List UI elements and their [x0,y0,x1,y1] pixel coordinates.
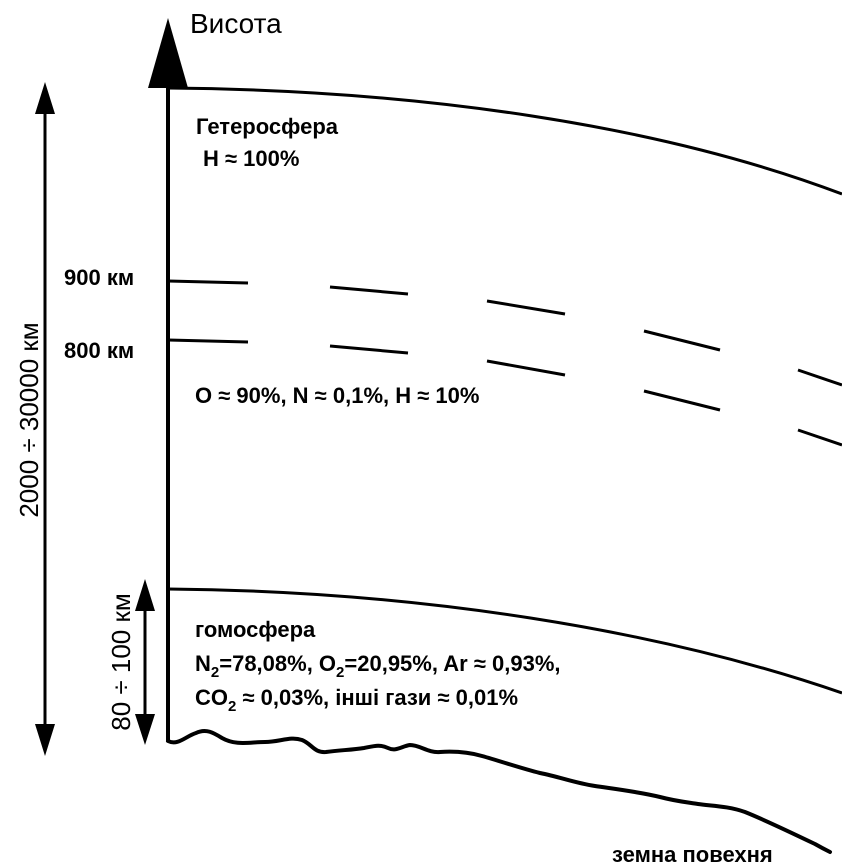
inner-range-label: 80 ÷ 100 км [106,593,136,731]
level-800-label: 800 км [64,338,134,363]
heterosphere-composition: H ≈ 100% [203,146,299,171]
heterosphere-top-boundary [167,86,842,196]
homosphere-top-boundary [167,587,842,695]
earth-surface-label: земна повехня [612,842,773,866]
inner-range-arrowhead-top [135,579,155,611]
earth-surface-line [166,728,832,854]
homosphere-composition-line2: CO2 ≈ 0,03%, інші гази ≈ 0,01% [195,685,518,715]
outer-range-label: 2000 ÷ 30000 км [14,322,44,517]
outer-range-arrowhead-bottom [35,724,55,756]
homosphere-title: гомосфера [195,617,316,642]
height-axis-arrowhead [148,18,188,88]
heterosphere-title: Гетеросфера [196,114,339,139]
level-900-label: 900 км [64,265,134,290]
inner-range-arrowhead-bottom [135,714,155,745]
level-900-line [167,279,842,387]
height-axis-label: Висота [190,8,282,39]
level-800-line [167,338,842,447]
outer-range-arrowhead-top [35,82,55,114]
middle-layer-composition: O ≈ 90%, N ≈ 0,1%, H ≈ 10% [195,383,479,408]
homosphere-composition-line1: N2=78,08%, O2=20,95%, Ar ≈ 0,93%, [195,651,561,681]
